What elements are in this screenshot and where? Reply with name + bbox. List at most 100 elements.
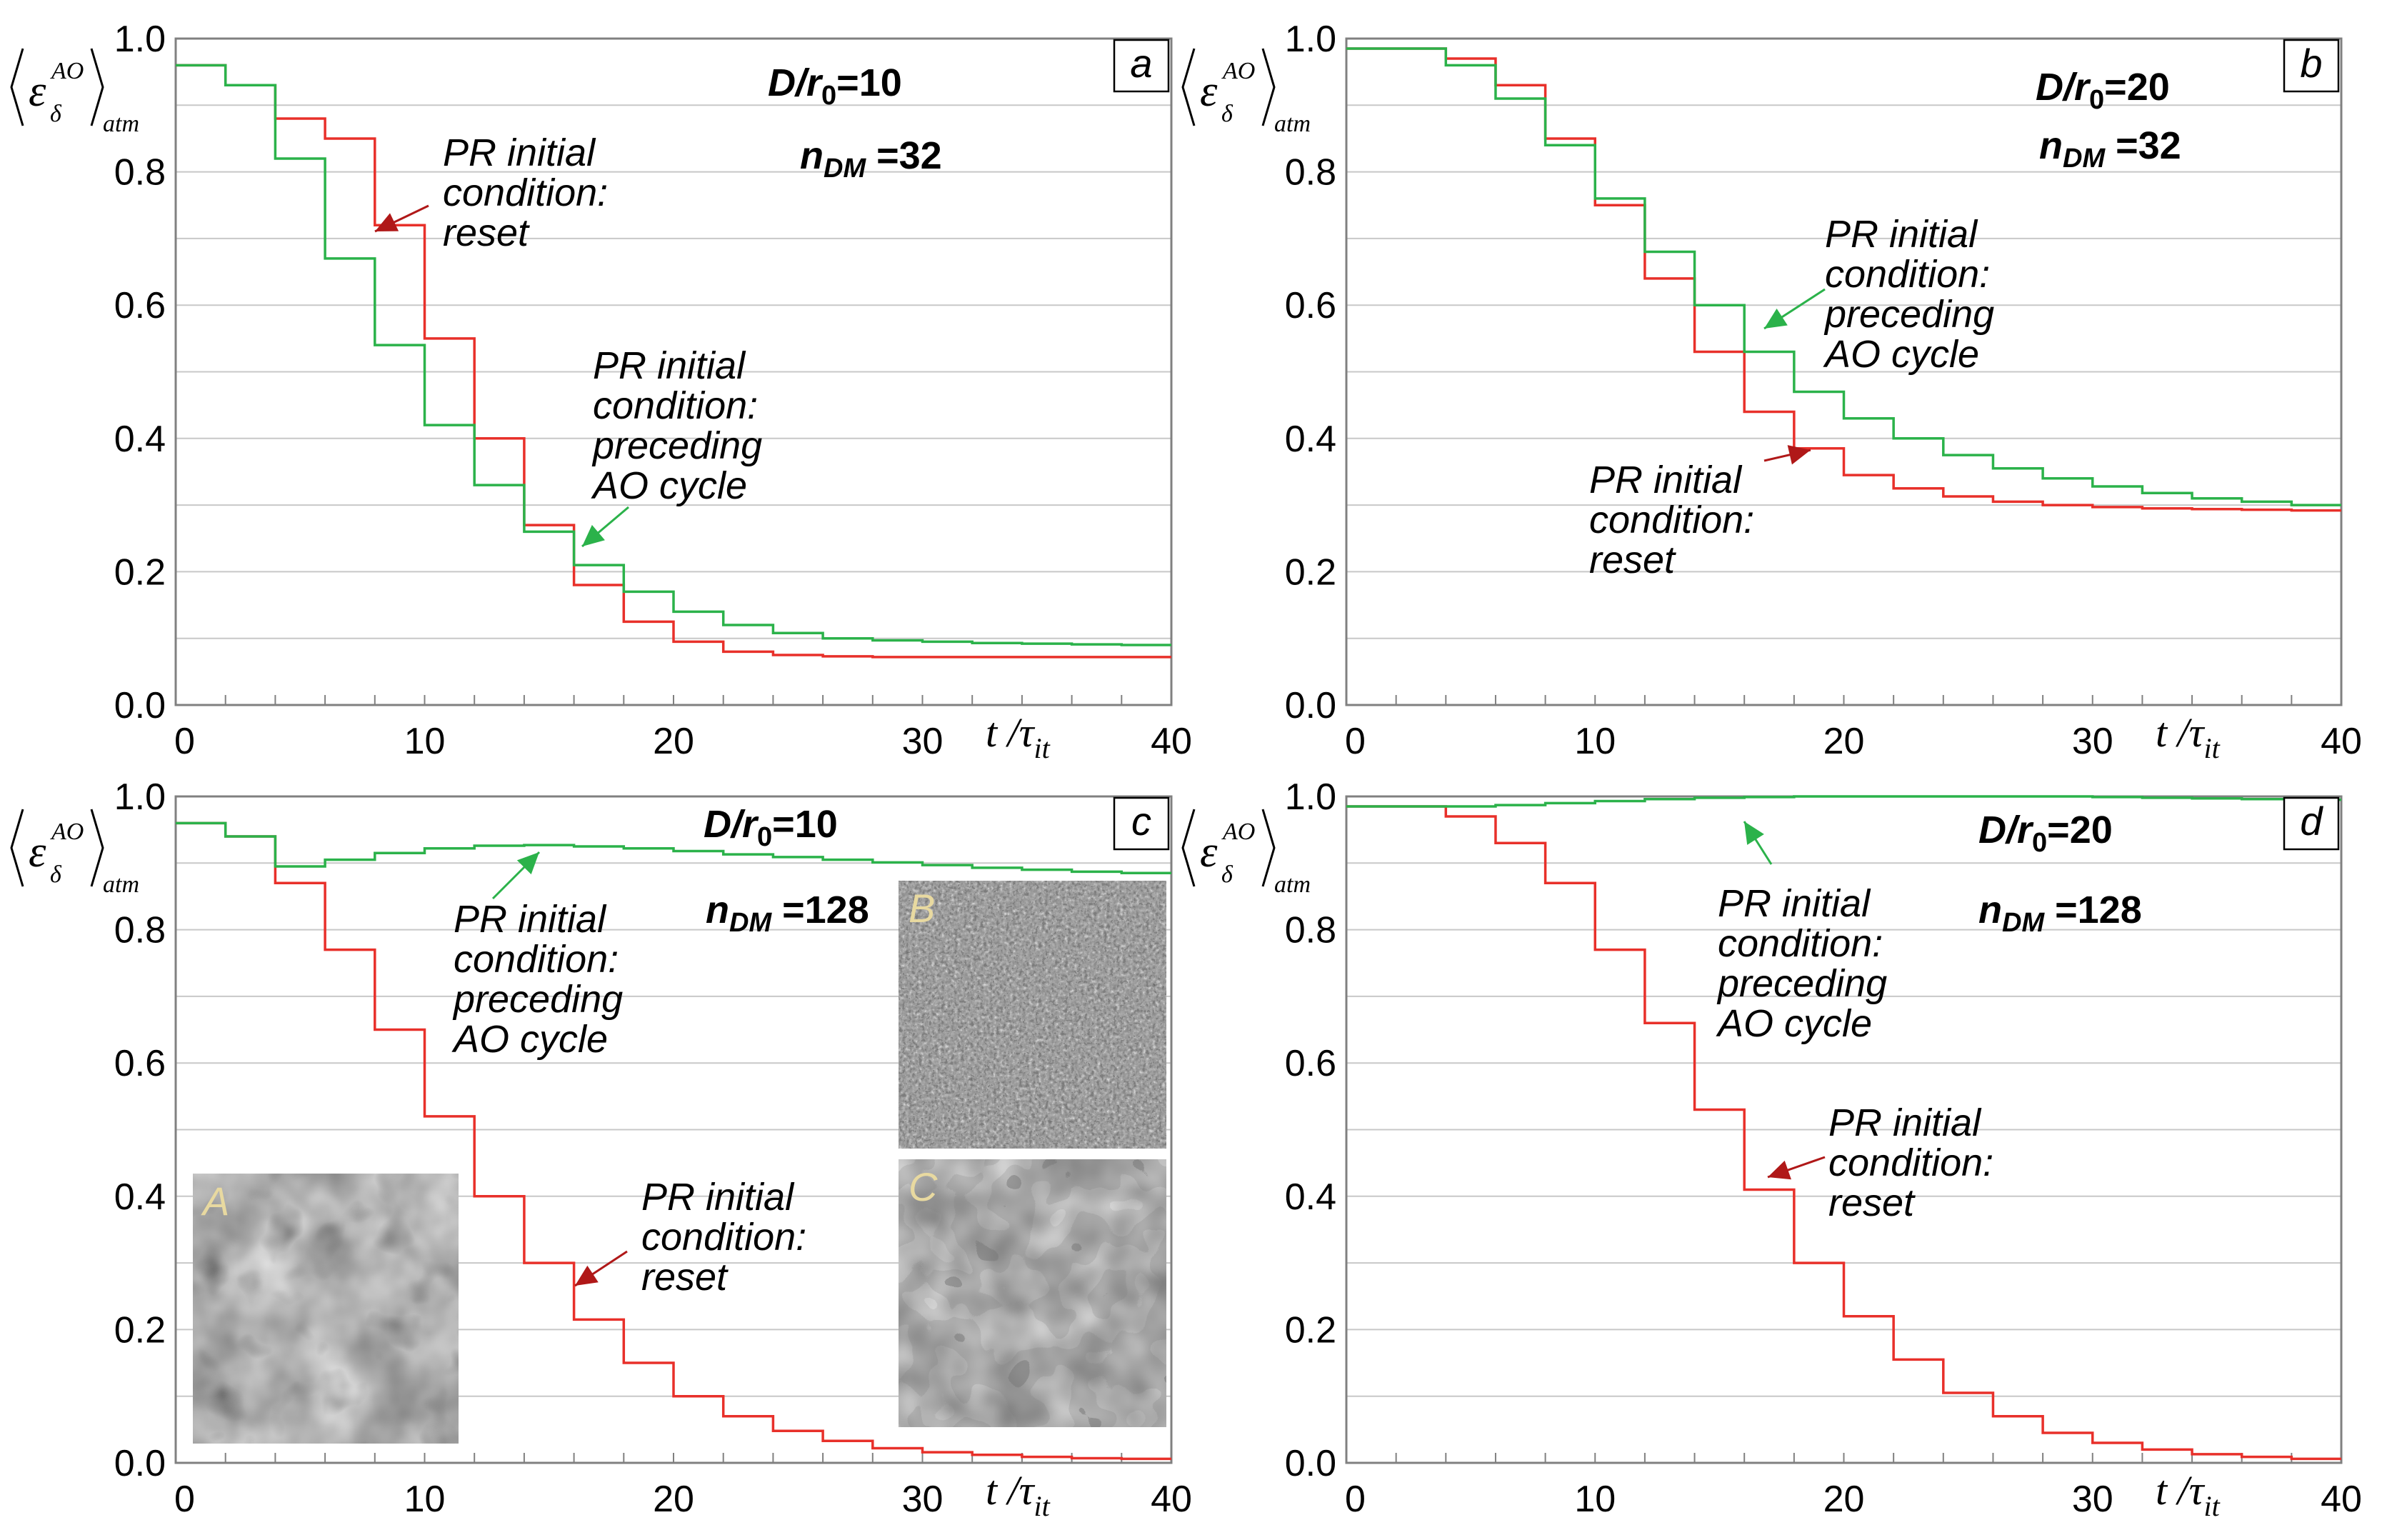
x-tick-label: 30 <box>2072 1479 2113 1520</box>
series-line-reset <box>1346 805 2341 1461</box>
annotation-arrow-head <box>1764 308 1788 329</box>
panel-letter-box <box>1113 796 1170 851</box>
annotation-line: PR initial <box>1825 213 1978 256</box>
inset-image-a: A <box>193 1174 459 1444</box>
x-tick-label: 20 <box>1823 721 1865 762</box>
inset-image-c: C <box>899 1159 1166 1427</box>
series-line-preceding <box>1346 47 2341 506</box>
y-tick-label: 0.4 <box>1285 1176 1336 1218</box>
y-tick-label: 0.6 <box>1285 285 1336 326</box>
panel-letter-box <box>2283 39 2340 93</box>
left-angle-bracket <box>10 809 24 887</box>
annotation-arrow-head <box>516 852 539 875</box>
annotation-line: PR initial <box>1718 882 1871 925</box>
y-axis-symbol: ε <box>1200 67 1218 116</box>
left-angle-bracket <box>1181 48 1196 126</box>
y-tick-label: 0.0 <box>114 1443 166 1484</box>
y-axis-subscript: δ <box>50 101 62 127</box>
inset-texture <box>899 1159 1166 1427</box>
y-axis-symbol: ε <box>29 67 46 116</box>
annotation-line: AO cycle <box>591 464 747 507</box>
series-line-preceding <box>1346 795 2341 808</box>
x-tick-label: 0 <box>174 1479 195 1520</box>
x-tick-label: 10 <box>404 1479 446 1520</box>
annotation-line: reset <box>443 211 530 254</box>
y-axis-superscript: AO <box>1221 58 1255 84</box>
annotation-line: condition: <box>454 938 619 981</box>
x-tick-label: 10 <box>404 721 446 762</box>
param-ndm: nDM =32 <box>800 134 942 184</box>
y-tick-label: 1.0 <box>1285 776 1336 818</box>
y-axis-superscript: AO <box>1221 819 1255 845</box>
y-tick-label: 0.8 <box>114 152 166 194</box>
y-tick-label: 0.8 <box>1285 152 1336 194</box>
x-tick-label: 0 <box>174 721 195 762</box>
annotation-line: PR initial <box>1589 459 1743 501</box>
annotation-line: PR initial <box>593 344 746 387</box>
annotation-line: preceding <box>452 978 623 1021</box>
y-tick-label: 0.4 <box>114 1176 166 1218</box>
annotation-line: PR initial <box>641 1176 795 1219</box>
y-axis-tail: atm <box>103 871 139 898</box>
y-axis-label: ε δ AO atm <box>10 809 139 898</box>
y-tick-label: 0.4 <box>1285 419 1336 460</box>
annotation-line: preceding <box>591 424 762 467</box>
annotation-arrow-head <box>1787 445 1811 465</box>
x-tick-label: 30 <box>902 721 944 762</box>
y-tick-label: 1.0 <box>114 19 166 60</box>
annotation-line: condition: <box>641 1216 806 1259</box>
y-axis-symbol: ε <box>1200 828 1218 876</box>
annotation-line: preceding <box>1823 293 1994 336</box>
param-d-r0: D/r0=20 <box>1978 809 2113 858</box>
x-axis-label: t /τit <box>986 1467 1051 1522</box>
x-tick-label: 0 <box>1345 721 1366 762</box>
y-axis-tail: atm <box>1274 871 1311 898</box>
x-axis-label: t /τit <box>986 709 1051 764</box>
annotation-line: reset <box>641 1256 729 1299</box>
y-axis-tail: atm <box>1274 111 1311 137</box>
annotation-line: preceding <box>1716 962 1887 1005</box>
annotation-line: condition: <box>443 171 608 214</box>
annotation-line: condition: <box>1589 499 1754 541</box>
series-line-preceding <box>176 64 1171 646</box>
panel-letter-box <box>1113 39 1170 93</box>
y-axis-label: ε δ AO atm <box>1181 48 1311 137</box>
left-angle-bracket <box>10 48 24 126</box>
x-tick-label: 10 <box>1574 721 1616 762</box>
annotation-line: AO cycle <box>451 1018 608 1061</box>
y-axis-subscript: δ <box>50 861 62 888</box>
x-axis-label: t /τit <box>2156 1467 2221 1522</box>
x-tick-label: 40 <box>2321 1479 2362 1520</box>
series-line-preceding <box>176 821 1171 875</box>
inset-label: B <box>909 886 935 931</box>
panel-letter: a <box>1130 41 1152 86</box>
param-ndm: nDM =32 <box>2039 124 2181 174</box>
param-d-r0: D/r0=10 <box>768 61 902 111</box>
panel-b: 0.0 0.2 0.4 0.6 0.8 1.0 0 10 20 30 40 t /τit ε δ AO atm… <box>1181 19 2362 764</box>
right-angle-bracket <box>1261 48 1276 126</box>
series-line-reset <box>176 821 1171 1461</box>
annotation-line: condition: <box>1718 922 1883 965</box>
x-tick-label: 0 <box>1345 1479 1366 1520</box>
right-angle-bracket <box>90 48 104 126</box>
inset-label: C <box>909 1164 938 1209</box>
x-tick-label: 30 <box>902 1479 944 1520</box>
y-axis-superscript: AO <box>50 58 84 84</box>
annotation-line: PR initial <box>454 898 607 941</box>
right-angle-bracket <box>1261 809 1276 887</box>
y-axis-symbol: ε <box>29 828 46 876</box>
param-ndm: nDM =128 <box>706 889 869 938</box>
annotation-arrow-head <box>375 213 399 231</box>
y-tick-label: 0.0 <box>1285 685 1336 726</box>
left-angle-bracket <box>1181 809 1196 887</box>
param-d-r0: D/r0=20 <box>2036 66 2170 115</box>
y-tick-label: 0.6 <box>114 1043 166 1084</box>
x-tick-label: 40 <box>2321 721 2362 762</box>
